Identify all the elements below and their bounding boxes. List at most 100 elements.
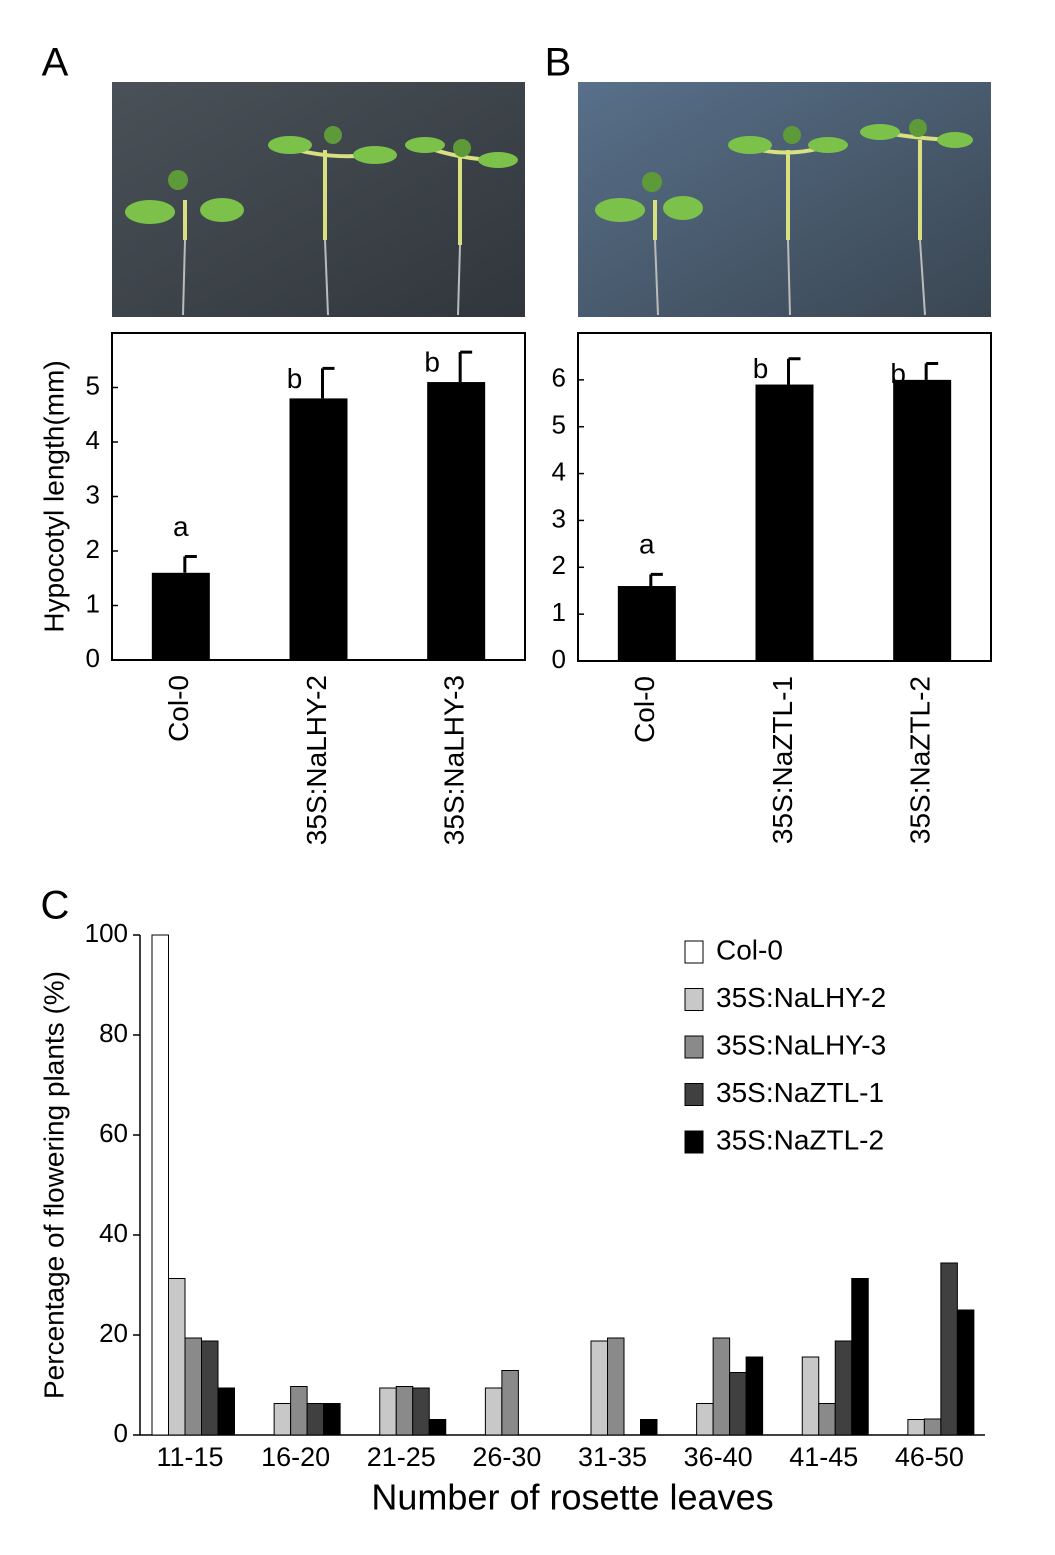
y-tick-label: 6 bbox=[552, 363, 566, 393]
bar bbox=[427, 382, 486, 660]
x-tick-label: 26-30 bbox=[472, 1442, 541, 1472]
error-bar bbox=[321, 366, 335, 399]
bar bbox=[745, 1356, 764, 1436]
y-tick-label: 0 bbox=[114, 1418, 128, 1448]
significance-letter: b bbox=[287, 363, 303, 394]
y-tick-label: 3 bbox=[86, 479, 100, 509]
bar bbox=[818, 1403, 836, 1436]
legend-swatch bbox=[684, 1083, 704, 1106]
y-axis-label: Percentage of flowering plants (%) bbox=[38, 971, 69, 1399]
y-tick-label: 4 bbox=[552, 456, 566, 486]
significance-letter: b bbox=[890, 358, 906, 389]
legend-swatch bbox=[684, 1035, 704, 1059]
x-tick-label: 21-25 bbox=[367, 1442, 436, 1472]
photo-a bbox=[112, 82, 525, 317]
bar bbox=[640, 1419, 658, 1436]
photo-b bbox=[578, 82, 991, 317]
y-tick-label: 1 bbox=[86, 588, 100, 618]
error-bar bbox=[649, 572, 663, 587]
bar bbox=[801, 1356, 820, 1436]
y-tick-label: 100 bbox=[85, 918, 128, 948]
bar bbox=[893, 379, 952, 661]
bar bbox=[484, 1387, 503, 1436]
bar bbox=[501, 1370, 519, 1436]
y-tick-label: 2 bbox=[86, 534, 100, 564]
x-tick-label: 41-45 bbox=[789, 1442, 858, 1472]
x-tick-label: 16-20 bbox=[261, 1442, 330, 1472]
y-tick-label: 5 bbox=[86, 370, 100, 400]
x-tick-label: Col-0 bbox=[629, 676, 660, 743]
bar bbox=[607, 1337, 625, 1436]
error-bar bbox=[183, 554, 197, 573]
significance-letter: a bbox=[639, 529, 655, 560]
bar bbox=[151, 934, 169, 1436]
panel-label: A bbox=[42, 41, 69, 85]
bar bbox=[907, 1419, 925, 1436]
y-tick-label: 3 bbox=[552, 503, 566, 533]
legend-label: 35S:NaZTL-2 bbox=[716, 1124, 884, 1155]
bar bbox=[923, 1418, 942, 1436]
bar bbox=[151, 572, 210, 660]
x-tick-label: 46-50 bbox=[895, 1442, 964, 1472]
bar bbox=[379, 1387, 397, 1436]
error-bar bbox=[458, 350, 473, 383]
bar bbox=[217, 1387, 235, 1436]
y-tick-label: 40 bbox=[99, 1218, 128, 1248]
bar bbox=[184, 1337, 202, 1436]
y-tick-label: 20 bbox=[99, 1318, 128, 1348]
legend-label: 35S:NaLHY-2 bbox=[716, 982, 886, 1013]
bar bbox=[428, 1419, 447, 1436]
bar bbox=[412, 1387, 430, 1436]
bar bbox=[289, 398, 348, 660]
legend-swatch bbox=[684, 940, 704, 964]
bar bbox=[755, 384, 814, 661]
y-tick-label: 1 bbox=[552, 597, 566, 627]
y-tick-label: 5 bbox=[552, 410, 566, 440]
y-axis-label: Hypocotyl length(mm) bbox=[38, 360, 69, 632]
y-tick-label: 0 bbox=[552, 644, 566, 674]
legend-label: Col-0 bbox=[716, 934, 783, 965]
bar bbox=[306, 1403, 325, 1436]
panel-label: B bbox=[545, 41, 572, 85]
x-tick-label: 11-15 bbox=[156, 1442, 223, 1472]
x-tick-label: 35S:NaZTL-2 bbox=[905, 676, 936, 844]
significance-letter: a bbox=[173, 511, 189, 542]
bar bbox=[712, 1337, 731, 1436]
y-tick-label: 0 bbox=[86, 643, 100, 673]
bar bbox=[851, 1278, 869, 1436]
error-bar bbox=[924, 361, 939, 380]
panel-label: C bbox=[41, 884, 70, 928]
bar bbox=[590, 1340, 608, 1436]
y-tick-label: 4 bbox=[86, 425, 100, 455]
x-axis-label: Number of rosette leaves bbox=[371, 1477, 773, 1518]
bar bbox=[956, 1309, 975, 1436]
bar bbox=[395, 1386, 414, 1436]
bar bbox=[940, 1262, 958, 1436]
x-tick-label: 35S:NaLHY-3 bbox=[439, 675, 470, 845]
bar bbox=[168, 1278, 186, 1436]
bar bbox=[834, 1340, 853, 1436]
x-tick-label: Col-0 bbox=[163, 675, 194, 742]
y-tick-label: 60 bbox=[99, 1118, 128, 1148]
x-tick-label: 36-40 bbox=[684, 1442, 753, 1472]
y-tick-label: 2 bbox=[552, 550, 566, 580]
y-tick-label: 80 bbox=[99, 1018, 128, 1048]
bar bbox=[696, 1403, 714, 1436]
legend-label: 35S:NaLHY-3 bbox=[716, 1029, 886, 1060]
legend-swatch bbox=[684, 1130, 704, 1154]
significance-letter: b bbox=[424, 346, 440, 377]
legend-label: 35S:NaZTL-1 bbox=[716, 1077, 884, 1108]
x-tick-label: 31-35 bbox=[578, 1442, 647, 1472]
bar bbox=[729, 1372, 747, 1436]
bar bbox=[273, 1403, 292, 1436]
error-bar bbox=[787, 357, 801, 385]
bar bbox=[323, 1403, 341, 1436]
bar bbox=[201, 1340, 219, 1436]
x-tick-label: 35S:NaZTL-1 bbox=[767, 676, 798, 844]
significance-letter: b bbox=[753, 353, 769, 384]
bar bbox=[617, 586, 676, 661]
legend-swatch bbox=[684, 988, 704, 1011]
x-tick-label: 35S:NaLHY-2 bbox=[301, 675, 332, 845]
bar bbox=[290, 1386, 308, 1436]
